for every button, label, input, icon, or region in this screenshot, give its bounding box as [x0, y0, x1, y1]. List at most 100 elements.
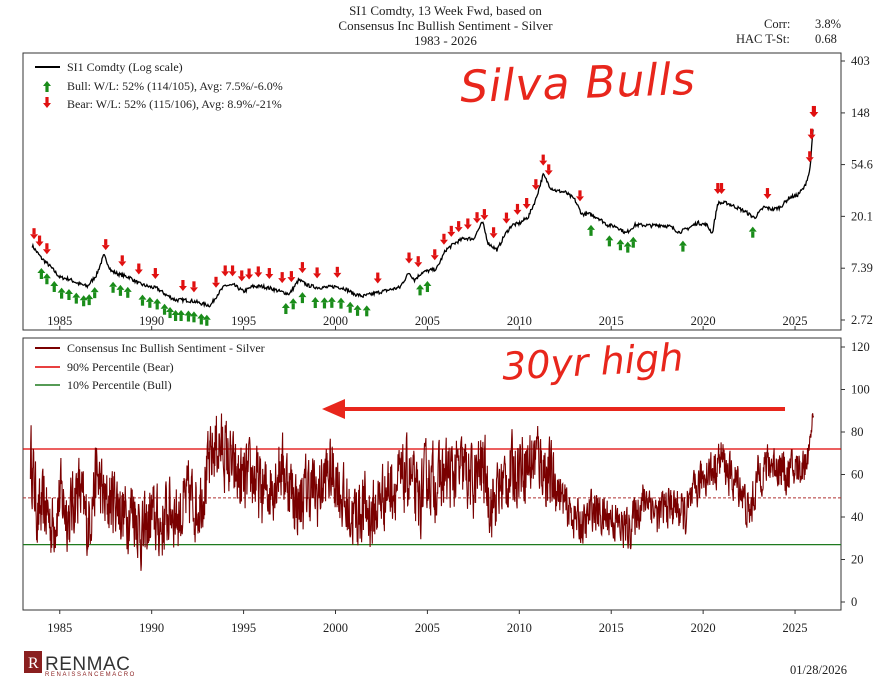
bear-signal-arrow: [502, 212, 511, 224]
bear-signal-arrow: [134, 263, 143, 275]
corr-value: 3.8%: [815, 17, 842, 31]
bull-signal-arrow: [748, 226, 757, 238]
bear-signal-arrow: [298, 262, 307, 274]
legend-bull-label: Bull: W/L: 52% (114/105), Avg: 7.5%/-6.0…: [67, 79, 283, 93]
bear-signal-arrow: [575, 190, 584, 202]
bear-signal-arrow: [245, 268, 254, 280]
price-chart: 2.72 7.39 20.1 54.6 148 403 1985 1990 1995 2000 20…: [22, 52, 873, 331]
price-x-tick-label: 2010: [507, 314, 532, 328]
bull-signal-arrow: [416, 284, 425, 296]
price-y-tick-label: 148: [851, 106, 870, 120]
bull-signal-arrow: [616, 239, 625, 251]
bull-signal-arrow: [298, 292, 307, 304]
sentiment-y-tick-label: 20: [851, 553, 864, 567]
bear-signal-arrow: [763, 188, 772, 200]
chart-title-line2: Consensus Inc Bullish Sentiment - Silver: [338, 18, 553, 33]
bull-signal-arrow: [64, 289, 73, 301]
sentiment-x-tick-label: 1995: [231, 621, 256, 635]
sentiment-chart: 0 20 40 60 80 100 120 1985 1990 1995 2000 2005 2010 2…: [22, 337, 870, 635]
bull-signal-arrow: [177, 310, 186, 322]
legend-bear-percentile-label: 90% Percentile (Bear): [67, 360, 174, 374]
bull-signal-arrow: [605, 235, 614, 247]
bull-signal-arrow: [184, 310, 193, 322]
bull-signal-arrow: [160, 303, 169, 315]
sentiment-x-tick-label: 2010: [507, 621, 532, 635]
bull-signal-arrow: [587, 224, 596, 236]
bull-signal-arrow: [123, 286, 132, 298]
bull-signal-arrow: [138, 294, 147, 306]
price-x-tick-label: 2025: [783, 314, 808, 328]
sentiment-x-tick-label: 2015: [599, 621, 624, 635]
bear-signal-arrow: [544, 164, 553, 176]
legend-price-label: SI1 Comdty (Log scale): [67, 60, 183, 74]
bear-signal-arrow: [405, 252, 414, 264]
sentiment-x-tick-label: 1985: [47, 621, 72, 635]
price-x-tick-label: 2020: [691, 314, 716, 328]
sentiment-series-line: [29, 413, 814, 571]
bull-signal-arrow: [72, 292, 81, 304]
chart-title-line3: 1983 - 2026: [414, 33, 477, 48]
bear-signal-arrow: [539, 154, 548, 166]
bull-signal-arrow: [423, 281, 432, 293]
price-y-tick-label: 2.72: [851, 313, 873, 327]
sentiment-x-tick-label: 2005: [415, 621, 440, 635]
renmac-logo-icon: R: [24, 651, 42, 678]
bear-signal-arrow: [447, 225, 456, 237]
bear-signal-arrow: [439, 233, 448, 245]
sentiment-y-tick-label: 100: [851, 383, 870, 397]
bear-signal-arrow: [30, 228, 39, 240]
bull-signal-arrow: [320, 297, 329, 309]
bear-signal-arrow: [265, 268, 274, 280]
bear-signal-arrow: [254, 266, 263, 278]
bear-signal-arrow: [221, 265, 230, 277]
bear-signal-arrow: [42, 243, 51, 255]
sentiment-y-tick-label: 60: [851, 468, 864, 482]
price-y-tick-label: 54.6: [851, 158, 873, 172]
bear-signal-arrow: [480, 209, 489, 221]
bull-signal-arrow: [678, 240, 687, 252]
bull-signal-arrow: [623, 241, 632, 253]
sentiment-x-tick-label: 2020: [691, 621, 716, 635]
bull-signal-arrow: [145, 296, 154, 308]
bear-signal-arrow: [489, 227, 498, 239]
price-x-tick-label: 1985: [47, 314, 72, 328]
bear-signal-arrow: [313, 267, 322, 279]
bear-signal-arrow: [463, 218, 472, 230]
bear-signal-arrow: [531, 179, 540, 191]
legend-bull-arrow: [43, 81, 51, 92]
logo-text: RENMAC: [45, 654, 131, 675]
corr-label: Corr:: [764, 17, 791, 31]
chart-title-line1: SI1 Comdty, 13 Week Fwd, based on: [349, 3, 542, 18]
bull-signal-arrow: [281, 303, 290, 315]
svg-text:R: R: [28, 655, 39, 672]
legend-sentiment-label: Consensus Inc Bullish Sentiment - Silver: [67, 341, 265, 355]
footer-date: 01/28/2026: [790, 663, 847, 677]
bull-signal-arrow: [189, 311, 198, 323]
bear-signal-arrow: [278, 272, 287, 284]
bear-signal-arrow: [805, 151, 814, 163]
bear-signal-arrow: [151, 268, 160, 280]
handwritten-annotation-top: Silva Bulls: [459, 53, 697, 114]
bull-signal-arrow: [327, 296, 336, 308]
bear-signal-arrow: [807, 128, 816, 140]
bear-signal-arrow: [522, 198, 531, 210]
bull-signal-arrow: [346, 301, 355, 313]
price-x-tick-label: 1990: [139, 314, 164, 328]
bear-signal-arrow: [237, 270, 246, 282]
bull-signal-arrow: [116, 284, 125, 296]
bull-signal-arrow: [202, 314, 211, 326]
bull-signal-arrow: [629, 236, 638, 248]
sentiment-y-tick-label: 40: [851, 510, 864, 524]
sentiment-y-tick-label: 0: [851, 595, 857, 609]
legend-bull-percentile-label: 10% Percentile (Bull): [67, 378, 172, 392]
sentiment-x-tick-label: 2000: [323, 621, 348, 635]
bear-signal-arrow: [333, 266, 342, 278]
bear-signal-arrow: [35, 235, 44, 247]
bull-signal-arrow: [50, 280, 59, 292]
bear-signal-arrow: [717, 183, 726, 195]
bear-signal-arrow: [373, 272, 382, 284]
price-x-tick-label: 2000: [323, 314, 348, 328]
logo-subtext: RENAISSANCEMACRO: [45, 672, 136, 678]
bull-signal-arrow: [289, 298, 298, 310]
bear-signal-arrow: [473, 212, 482, 224]
